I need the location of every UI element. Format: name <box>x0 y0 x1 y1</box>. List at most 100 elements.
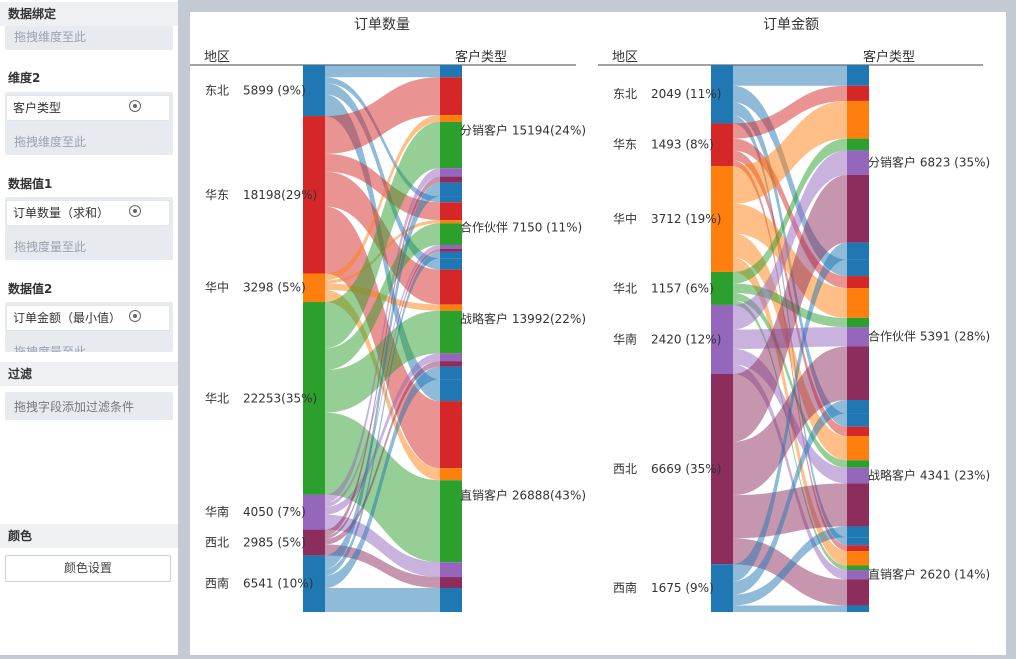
dim2-section-title: 维度2 <box>0 66 178 90</box>
chart2-source-node <box>711 304 733 374</box>
chart1-target-node-segment <box>440 251 462 259</box>
chart1-target-node-segment <box>440 182 462 197</box>
chart1-flow-band <box>325 77 440 203</box>
chart2-flow-band <box>733 538 847 606</box>
chart1-flow-band <box>325 361 440 545</box>
chart1-target-node-segment <box>440 304 462 311</box>
dim2-field-pill[interactable]: 客户类型 <box>6 95 170 121</box>
chart1-target-label: 直销客户 26888(43%) <box>460 488 586 503</box>
chart2-target-label: 战略客户 4341 (23%) <box>868 467 990 482</box>
chart1-target-node-segment <box>440 366 462 380</box>
chart2-right-header: 客户类型 <box>863 49 915 65</box>
chart1-target-label: 战略客户 13992(22%) <box>460 311 586 326</box>
chart2-target-node-segment <box>847 138 869 151</box>
val1-section-title: 数据值1 <box>0 172 178 196</box>
chart2-target-label: 直销客户 2620 (14%) <box>868 567 990 582</box>
chart2-source-value-label: 3712 (19%) <box>651 212 721 226</box>
chart1-source-name-label: 华北 <box>205 391 229 405</box>
chart1-flow-band <box>325 121 440 349</box>
chart2-source-name-label: 西北 <box>613 462 637 476</box>
chart2-target-node-segment <box>847 174 869 243</box>
chart2-target-node-segment <box>847 537 869 546</box>
chart2-source-name-label: 华东 <box>613 138 637 152</box>
chart2-left-header: 地区 <box>612 50 638 65</box>
chart2-flow-band <box>733 150 847 330</box>
filter-drop-zone[interactable]: 拖拽字段添加过滤条件 <box>5 392 173 420</box>
chart1-flow-band <box>325 168 440 503</box>
chart1-target-node-segment <box>440 65 462 78</box>
chart2-target-node-segment <box>847 327 869 347</box>
chart1-target-node-segment <box>440 196 462 203</box>
chart2-source-name-label: 西南 <box>613 580 637 595</box>
chart2-target-node-segment <box>847 551 869 566</box>
chart2-flow-band <box>733 100 847 204</box>
chart2-target-node-segment <box>847 467 869 484</box>
val2-field-pill[interactable]: 订单金额（最小值） <box>6 305 170 331</box>
chart2-source-node <box>711 123 733 167</box>
chart2-source-name-label: 华南 <box>613 331 637 346</box>
chart1-target-node-segment <box>440 220 462 224</box>
dim2-drop-zone[interactable]: 客户类型 拖拽维度至此 <box>5 92 173 155</box>
chart2-target-node-segment <box>847 483 869 527</box>
chart2-target-label: 分销客户 6823 (35%) <box>868 154 990 169</box>
chart2-source-node <box>711 271 733 305</box>
chart1-source-node <box>303 302 325 495</box>
chart2-target-node-segment <box>847 436 869 461</box>
chart1-target-node-segment <box>440 562 462 578</box>
val1-drop-zone[interactable]: 订单数量（求和） 拖拽度量至此 <box>5 197 173 260</box>
chart1-source-value-label: 6541 (10%) <box>243 577 313 591</box>
chart2-flow-band <box>733 364 847 580</box>
chart1-flow-band <box>325 77 440 154</box>
chart1-source-node <box>303 555 325 612</box>
chart1-target-node-segment <box>440 577 462 589</box>
chart2-source-node <box>711 373 733 565</box>
chart1-target-node-segment <box>440 202 462 221</box>
chart1-flow-band <box>325 310 440 413</box>
dim1-drop-zone[interactable]: 拖拽维度至此 <box>5 26 173 50</box>
chart2-flow-band <box>733 399 847 595</box>
chart1-target-node-segment <box>440 379 462 402</box>
gear-icon[interactable] <box>129 310 141 322</box>
chart2-target-node-segment <box>847 426 869 437</box>
chart2-target-node-segment <box>847 399 869 414</box>
chart2-target-node-segment <box>847 545 869 552</box>
chart2-target-node-segment <box>847 242 869 260</box>
chart1-source-node <box>303 529 325 556</box>
chart1-flow-band <box>325 412 440 563</box>
chart2-target-node-segment <box>847 526 869 538</box>
val2-drop-zone[interactable]: 订单金额（最小值） 拖拽度量至此 <box>5 302 173 352</box>
chart2-target-node-segment <box>847 460 869 468</box>
chart1-flow-band <box>325 182 440 570</box>
chart1-target-node-segment <box>440 115 462 122</box>
chart2-target-label: 合作伙伴 5391 (28%) <box>868 329 990 344</box>
chart2-source-node <box>711 65 733 124</box>
chart1-flow-band <box>325 251 440 576</box>
chart2-source-node <box>711 166 733 272</box>
dim2-drop-hint: 拖拽维度至此 <box>14 135 87 149</box>
chart2-flow-band <box>733 605 847 612</box>
chart1-target-node-segment <box>440 245 462 249</box>
chart1-flow-band <box>325 289 440 481</box>
chart1-target-node-segment <box>440 77 462 116</box>
val2-field-label: 订单金额（最小值） <box>13 311 122 325</box>
chart-area: 订单数量 地区 客户类型 东北 5899 (9%) 华东 18198(29%) 华中 3298 … <box>190 12 1006 655</box>
gear-icon[interactable] <box>129 100 141 112</box>
chart2-source-name-label: 东北 <box>613 87 637 101</box>
chart2-source-value-label: 1493 (8%) <box>651 138 714 152</box>
dim1-drop-hint: 拖拽维度至此 <box>14 30 87 44</box>
chart2-flow-band <box>733 174 847 442</box>
chart1-target-node-segment <box>440 248 462 252</box>
val1-field-pill[interactable]: 订单数量（求和） <box>6 200 170 226</box>
chart2-flow-band <box>733 526 847 606</box>
color-settings-button[interactable]: 颜色设置 <box>5 555 171 582</box>
gear-icon[interactable] <box>129 205 141 217</box>
chart2-target-node-segment <box>847 579 869 606</box>
chart2-target-node-segment <box>847 346 869 400</box>
chart1-source-node <box>303 65 325 117</box>
chart2-source-value-label: 2420 (12%) <box>651 332 721 346</box>
chart1-source-value-label: 5899 (9%) <box>243 84 306 98</box>
chart1-target-label: 合作伙伴 7150 (11%) <box>460 219 582 234</box>
chart1-source-node <box>303 116 325 274</box>
chart2-target-node-segment <box>847 288 869 318</box>
